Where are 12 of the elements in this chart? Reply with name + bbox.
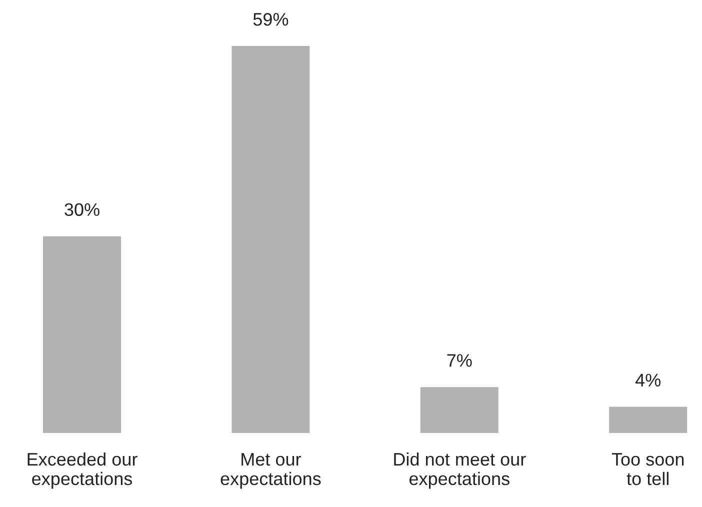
x-tick-label: Exceeded our expectations xyxy=(28,452,138,489)
data-label: 4% xyxy=(635,374,661,386)
bar xyxy=(232,46,310,433)
bar xyxy=(420,387,498,433)
x-tick-label: Too soon to tell xyxy=(612,453,684,486)
x-tick-label: Did not meet our expectations xyxy=(394,452,526,489)
bar xyxy=(43,236,121,433)
x-tick-label: Met our expectations xyxy=(220,453,321,489)
bar xyxy=(609,406,688,433)
data-label: 30% xyxy=(64,203,100,216)
data-label: 59% xyxy=(253,12,288,26)
data-label: 7% xyxy=(447,354,472,367)
